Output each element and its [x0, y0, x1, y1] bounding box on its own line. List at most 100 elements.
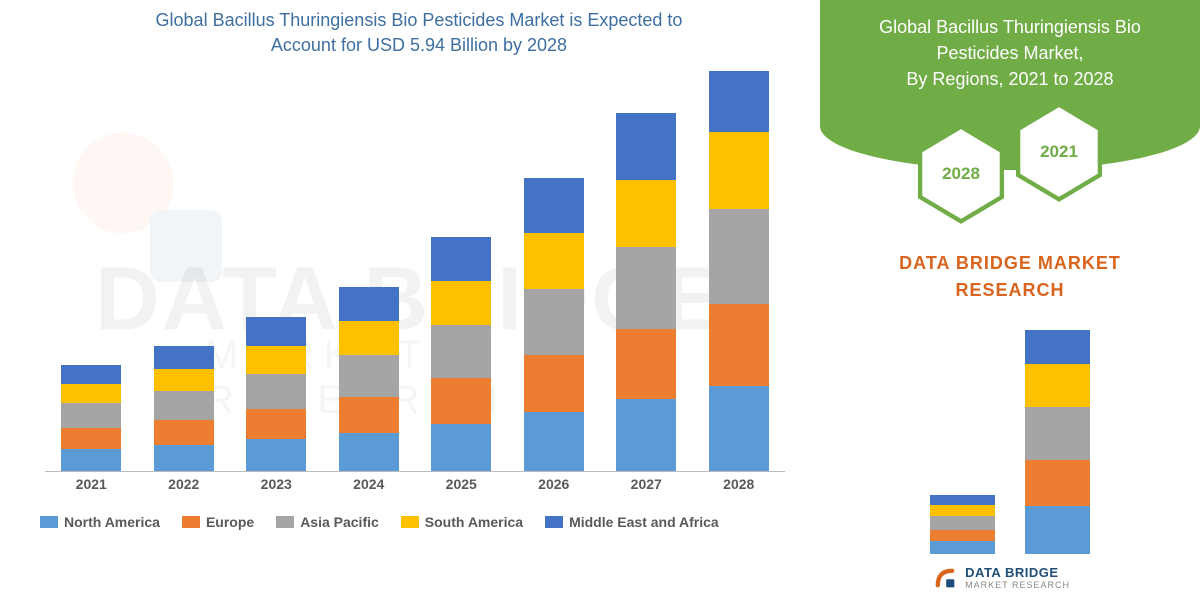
left-chart-panel: DATA BRIDGE MARKET RESEARCH Global Bacil… — [0, 0, 820, 600]
bar-group — [154, 346, 214, 472]
chart-title: Global Bacillus Thuringiensis Bio Pestic… — [70, 8, 768, 58]
brand-line2: RESEARCH — [955, 280, 1064, 300]
bar-segment-south_america — [1025, 364, 1090, 407]
bar-segment-north_america — [709, 386, 769, 472]
hex-left-label: 2028 — [942, 162, 980, 187]
legend-label: Middle East and Africa — [569, 514, 719, 530]
bar-segment-south_america — [431, 281, 491, 325]
bar-segment-mea — [616, 113, 676, 180]
bar-segment-europe — [246, 409, 306, 439]
bar-segment-asia_pacific — [524, 289, 584, 356]
hex-right-label: 2021 — [1040, 140, 1078, 165]
bar-segment-asia_pacific — [154, 391, 214, 420]
legend-item-mea: Middle East and Africa — [545, 514, 719, 530]
right-header: Global Bacillus Thuringiensis Bio Pestic… — [820, 0, 1200, 170]
x-tick-label: 2028 — [709, 476, 769, 502]
bar-segment-north_america — [524, 412, 584, 471]
bar-segment-south_america — [339, 321, 399, 355]
x-tick-label: 2023 — [246, 476, 306, 502]
right-bar-2028 — [1025, 330, 1090, 554]
bar-group — [339, 287, 399, 472]
bar-segment-asia_pacific — [709, 209, 769, 304]
legend-swatch — [276, 516, 294, 528]
bar-segment-mea — [246, 317, 306, 346]
bar-segment-europe — [154, 420, 214, 445]
footer-logo-text: DATA BRIDGE MARKET RESEARCH — [965, 565, 1070, 590]
legend-label: Europe — [206, 514, 254, 530]
bar-group — [61, 365, 121, 472]
bar-segment-asia_pacific — [930, 516, 995, 530]
bar-segment-mea — [709, 71, 769, 132]
bar-segment-north_america — [246, 439, 306, 471]
brand-line1: DATA BRIDGE MARKET — [899, 253, 1121, 273]
legend-item-south_america: South America — [401, 514, 523, 530]
bar-group — [709, 71, 769, 471]
bar-segment-asia_pacific — [61, 403, 121, 428]
legend-swatch — [182, 516, 200, 528]
footer-logo-line1: DATA BRIDGE — [965, 565, 1070, 580]
bar-segment-south_america — [246, 346, 306, 375]
legend-item-asia_pacific: Asia Pacific — [276, 514, 379, 530]
bar-segment-north_america — [616, 399, 676, 471]
brand-text: DATA BRIDGE MARKET RESEARCH — [899, 250, 1121, 304]
right-panel: Global Bacillus Thuringiensis Bio Pestic… — [820, 0, 1200, 600]
legend-label: Asia Pacific — [300, 514, 379, 530]
bar-segment-europe — [709, 304, 769, 386]
bar-segment-asia_pacific — [339, 355, 399, 397]
bar-segment-europe — [431, 378, 491, 424]
bar-segment-europe — [1025, 460, 1090, 506]
stacked-bar-chart: 20212022202320242025202620272028 — [30, 72, 790, 502]
bar-segment-mea — [431, 237, 491, 281]
x-tick-label: 2025 — [431, 476, 491, 502]
bar-segment-mea — [61, 365, 121, 384]
bar-segment-north_america — [154, 445, 214, 472]
bar-segment-mea — [1025, 330, 1090, 364]
bar-segment-north_america — [1025, 506, 1090, 554]
right-comparison-bars — [930, 330, 1090, 554]
x-tick-label: 2022 — [154, 476, 214, 502]
legend-label: South America — [425, 514, 523, 530]
footer-logo: DATA BRIDGE MARKET RESEARCH — [933, 565, 1070, 590]
bar-group — [246, 317, 306, 471]
bar-segment-mea — [339, 287, 399, 321]
footer-logo-icon — [933, 566, 957, 590]
bar-segment-north_america — [339, 433, 399, 471]
bar-segment-mea — [154, 346, 214, 369]
legend-swatch — [545, 516, 563, 528]
bar-segment-mea — [524, 178, 584, 233]
legend-swatch — [40, 516, 58, 528]
right-header-line1: Global Bacillus Thuringiensis Bio — [879, 17, 1141, 37]
right-bar-2021 — [930, 495, 995, 555]
bar-segment-south_america — [930, 505, 995, 516]
bar-segment-europe — [524, 355, 584, 412]
bar-segment-south_america — [709, 132, 769, 208]
hexagon-2028: 2028 — [916, 124, 1006, 224]
bar-segment-north_america — [61, 449, 121, 472]
bar-segment-europe — [930, 530, 995, 542]
right-header-line3: By Regions, 2021 to 2028 — [906, 69, 1113, 89]
bar-group — [616, 113, 676, 471]
bar-segment-asia_pacific — [1025, 407, 1090, 460]
bar-segment-europe — [61, 428, 121, 449]
bar-segment-north_america — [431, 424, 491, 472]
legend-label: North America — [64, 514, 160, 530]
hexagon-2021: 2021 — [1014, 102, 1104, 202]
chart-title-line1: Global Bacillus Thuringiensis Bio Pestic… — [156, 10, 683, 30]
bar-segment-asia_pacific — [616, 247, 676, 329]
bar-segment-europe — [616, 329, 676, 399]
hexagon-badges: 2028 2021 — [910, 102, 1110, 222]
legend-swatch — [401, 516, 419, 528]
bar-segment-north_america — [930, 541, 995, 554]
bars-container — [45, 72, 785, 472]
bar-group — [524, 178, 584, 471]
bar-segment-south_america — [616, 180, 676, 247]
legend-item-europe: Europe — [182, 514, 254, 530]
footer-logo-line2: MARKET RESEARCH — [965, 580, 1070, 590]
bar-segment-south_america — [154, 369, 214, 392]
x-tick-label: 2024 — [339, 476, 399, 502]
x-tick-label: 2026 — [524, 476, 584, 502]
x-tick-label: 2027 — [616, 476, 676, 502]
legend-item-north_america: North America — [40, 514, 160, 530]
bar-segment-asia_pacific — [431, 325, 491, 378]
bar-segment-europe — [339, 397, 399, 433]
